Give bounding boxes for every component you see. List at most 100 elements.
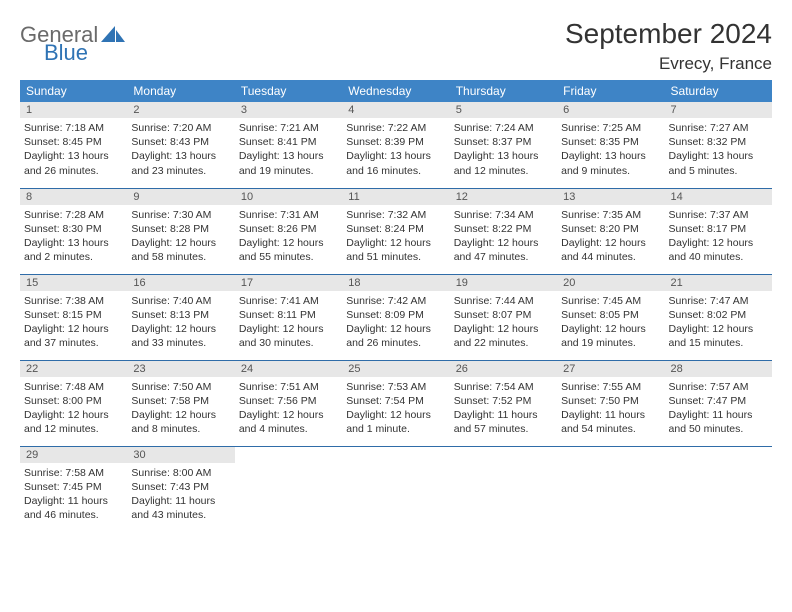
daylight-line: Daylight: 12 hours and 47 minutes.: [454, 236, 553, 264]
sunrise-line: Sunrise: 7:32 AM: [346, 208, 445, 222]
sunrise-line: Sunrise: 7:55 AM: [561, 380, 660, 394]
sunset-line: Sunset: 8:37 PM: [454, 135, 553, 149]
day-data: Sunrise: 7:18 AMSunset: 8:45 PMDaylight:…: [20, 118, 127, 182]
calendar-row: 8Sunrise: 7:28 AMSunset: 8:30 PMDaylight…: [20, 188, 772, 274]
day-data: Sunrise: 7:21 AMSunset: 8:41 PMDaylight:…: [235, 118, 342, 182]
calendar-cell: 24Sunrise: 7:51 AMSunset: 7:56 PMDayligh…: [235, 360, 342, 446]
day-number: 2: [127, 102, 234, 118]
day-data: Sunrise: 7:53 AMSunset: 7:54 PMDaylight:…: [342, 377, 449, 441]
sunrise-line: Sunrise: 7:42 AM: [346, 294, 445, 308]
day-data: Sunrise: 7:44 AMSunset: 8:07 PMDaylight:…: [450, 291, 557, 355]
day-data: Sunrise: 7:40 AMSunset: 8:13 PMDaylight:…: [127, 291, 234, 355]
sunrise-line: Sunrise: 7:45 AM: [561, 294, 660, 308]
daylight-line: Daylight: 12 hours and 37 minutes.: [24, 322, 123, 350]
day-number: 9: [127, 189, 234, 205]
sunrise-line: Sunrise: 7:54 AM: [454, 380, 553, 394]
calendar-table: Sunday Monday Tuesday Wednesday Thursday…: [20, 80, 772, 532]
day-data: Sunrise: 7:32 AMSunset: 8:24 PMDaylight:…: [342, 205, 449, 269]
sunset-line: Sunset: 8:30 PM: [24, 222, 123, 236]
calendar-cell: 6Sunrise: 7:25 AMSunset: 8:35 PMDaylight…: [557, 102, 664, 188]
day-number: 12: [450, 189, 557, 205]
day-data: Sunrise: 7:48 AMSunset: 8:00 PMDaylight:…: [20, 377, 127, 441]
daylight-line: Daylight: 12 hours and 1 minute.: [346, 408, 445, 436]
sunset-line: Sunset: 8:11 PM: [239, 308, 338, 322]
sunset-line: Sunset: 7:54 PM: [346, 394, 445, 408]
sunrise-line: Sunrise: 7:44 AM: [454, 294, 553, 308]
day-data: Sunrise: 7:31 AMSunset: 8:26 PMDaylight:…: [235, 205, 342, 269]
calendar-cell: 1Sunrise: 7:18 AMSunset: 8:45 PMDaylight…: [20, 102, 127, 188]
daylight-line: Daylight: 13 hours and 12 minutes.: [454, 149, 553, 177]
daylight-line: Daylight: 11 hours and 43 minutes.: [131, 494, 230, 522]
day-data: Sunrise: 7:22 AMSunset: 8:39 PMDaylight:…: [342, 118, 449, 182]
calendar-cell: [557, 446, 664, 532]
calendar-cell: 27Sunrise: 7:55 AMSunset: 7:50 PMDayligh…: [557, 360, 664, 446]
calendar-cell: 18Sunrise: 7:42 AMSunset: 8:09 PMDayligh…: [342, 274, 449, 360]
sunset-line: Sunset: 8:15 PM: [24, 308, 123, 322]
calendar-cell: 23Sunrise: 7:50 AMSunset: 7:58 PMDayligh…: [127, 360, 234, 446]
daylight-line: Daylight: 12 hours and 8 minutes.: [131, 408, 230, 436]
header: General Blue September 2024 Evrecy, Fran…: [20, 18, 772, 74]
calendar-row: 22Sunrise: 7:48 AMSunset: 8:00 PMDayligh…: [20, 360, 772, 446]
day-number: 15: [20, 275, 127, 291]
day-number: 25: [342, 361, 449, 377]
calendar-cell: 13Sunrise: 7:35 AMSunset: 8:20 PMDayligh…: [557, 188, 664, 274]
sunrise-line: Sunrise: 7:22 AM: [346, 121, 445, 135]
calendar-cell: [665, 446, 772, 532]
sunrise-line: Sunrise: 7:27 AM: [669, 121, 768, 135]
calendar-row: 15Sunrise: 7:38 AMSunset: 8:15 PMDayligh…: [20, 274, 772, 360]
daylight-line: Daylight: 12 hours and 19 minutes.: [561, 322, 660, 350]
day-number: 28: [665, 361, 772, 377]
calendar-cell: 14Sunrise: 7:37 AMSunset: 8:17 PMDayligh…: [665, 188, 772, 274]
sunset-line: Sunset: 8:35 PM: [561, 135, 660, 149]
day-number: 29: [20, 447, 127, 463]
day-number: 26: [450, 361, 557, 377]
day-data: Sunrise: 7:57 AMSunset: 7:47 PMDaylight:…: [665, 377, 772, 441]
day-data: Sunrise: 7:41 AMSunset: 8:11 PMDaylight:…: [235, 291, 342, 355]
day-data: Sunrise: 7:30 AMSunset: 8:28 PMDaylight:…: [127, 205, 234, 269]
day-data: Sunrise: 7:42 AMSunset: 8:09 PMDaylight:…: [342, 291, 449, 355]
calendar-cell: 22Sunrise: 7:48 AMSunset: 8:00 PMDayligh…: [20, 360, 127, 446]
sunrise-line: Sunrise: 7:40 AM: [131, 294, 230, 308]
day-number: 11: [342, 189, 449, 205]
calendar-cell: 21Sunrise: 7:47 AMSunset: 8:02 PMDayligh…: [665, 274, 772, 360]
day-data: Sunrise: 7:58 AMSunset: 7:45 PMDaylight:…: [20, 463, 127, 527]
calendar-cell: 12Sunrise: 7:34 AMSunset: 8:22 PMDayligh…: [450, 188, 557, 274]
calendar-cell: 3Sunrise: 7:21 AMSunset: 8:41 PMDaylight…: [235, 102, 342, 188]
calendar-cell: 8Sunrise: 7:28 AMSunset: 8:30 PMDaylight…: [20, 188, 127, 274]
day-data: Sunrise: 7:47 AMSunset: 8:02 PMDaylight:…: [665, 291, 772, 355]
daylight-line: Daylight: 11 hours and 57 minutes.: [454, 408, 553, 436]
daylight-line: Daylight: 13 hours and 26 minutes.: [24, 149, 123, 177]
day-number: 21: [665, 275, 772, 291]
day-data: Sunrise: 7:34 AMSunset: 8:22 PMDaylight:…: [450, 205, 557, 269]
sunset-line: Sunset: 7:43 PM: [131, 480, 230, 494]
logo-word-blue: Blue: [44, 42, 125, 64]
calendar-cell: 28Sunrise: 7:57 AMSunset: 7:47 PMDayligh…: [665, 360, 772, 446]
sunrise-line: Sunrise: 7:35 AM: [561, 208, 660, 222]
calendar-body: 1Sunrise: 7:18 AMSunset: 8:45 PMDaylight…: [20, 102, 772, 532]
sunrise-line: Sunrise: 7:41 AM: [239, 294, 338, 308]
day-number: 13: [557, 189, 664, 205]
day-number: 10: [235, 189, 342, 205]
daylight-line: Daylight: 12 hours and 58 minutes.: [131, 236, 230, 264]
calendar-cell: 5Sunrise: 7:24 AMSunset: 8:37 PMDaylight…: [450, 102, 557, 188]
weekday-header-row: Sunday Monday Tuesday Wednesday Thursday…: [20, 80, 772, 102]
calendar-cell: 15Sunrise: 7:38 AMSunset: 8:15 PMDayligh…: [20, 274, 127, 360]
daylight-line: Daylight: 12 hours and 40 minutes.: [669, 236, 768, 264]
day-number: 5: [450, 102, 557, 118]
weekday-header: Friday: [557, 80, 664, 102]
sunset-line: Sunset: 7:45 PM: [24, 480, 123, 494]
sunset-line: Sunset: 8:05 PM: [561, 308, 660, 322]
daylight-line: Daylight: 12 hours and 15 minutes.: [669, 322, 768, 350]
daylight-line: Daylight: 12 hours and 30 minutes.: [239, 322, 338, 350]
sunrise-line: Sunrise: 7:50 AM: [131, 380, 230, 394]
sunset-line: Sunset: 8:43 PM: [131, 135, 230, 149]
sunset-line: Sunset: 8:00 PM: [24, 394, 123, 408]
sunset-line: Sunset: 8:02 PM: [669, 308, 768, 322]
daylight-line: Daylight: 13 hours and 23 minutes.: [131, 149, 230, 177]
calendar-cell: 25Sunrise: 7:53 AMSunset: 7:54 PMDayligh…: [342, 360, 449, 446]
sunrise-line: Sunrise: 7:21 AM: [239, 121, 338, 135]
sunrise-line: Sunrise: 7:30 AM: [131, 208, 230, 222]
day-data: Sunrise: 7:25 AMSunset: 8:35 PMDaylight:…: [557, 118, 664, 182]
daylight-line: Daylight: 12 hours and 44 minutes.: [561, 236, 660, 264]
day-data: Sunrise: 7:54 AMSunset: 7:52 PMDaylight:…: [450, 377, 557, 441]
